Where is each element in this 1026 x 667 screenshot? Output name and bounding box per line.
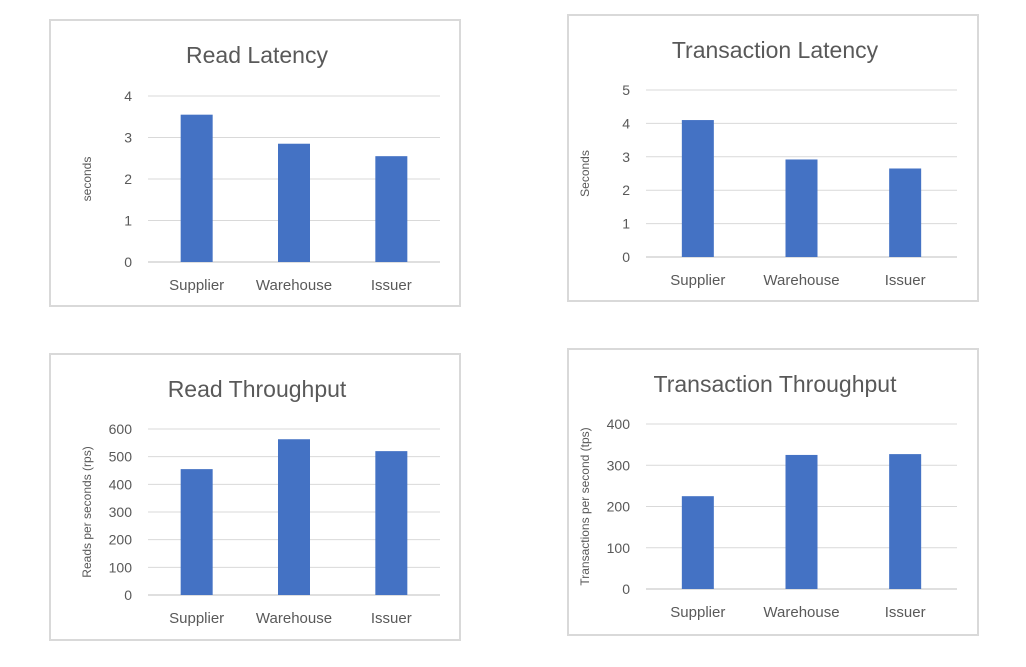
- chart-title: Read Throughput: [168, 376, 347, 402]
- y-tick-label: 100: [607, 540, 631, 556]
- category-label-warehouse: Warehouse: [256, 277, 332, 294]
- y-tick-label: 300: [109, 504, 133, 520]
- category-label-supplier: Supplier: [670, 272, 725, 289]
- y-tick-label: 0: [622, 249, 630, 265]
- bar-supplier: [681, 120, 714, 257]
- read-throughput-chart-svg: Read Throughput 0 100 200 300 400 500 600 Reads …: [80, 376, 440, 627]
- y-tick-label: 300: [607, 457, 631, 473]
- y-tick-label: 2: [622, 182, 630, 198]
- bar-warehouse: [785, 159, 818, 257]
- category-label-issuer: Issuer: [885, 272, 926, 289]
- category-label-warehouse: Warehouse: [256, 610, 332, 627]
- chart-title: Transaction Throughput: [654, 371, 898, 397]
- y-tick-label: 3: [124, 130, 132, 146]
- bar-issuer: [889, 168, 922, 257]
- y-tick-label: 200: [607, 499, 631, 515]
- category-label-supplier: Supplier: [169, 610, 224, 627]
- transaction-latency-chart-svg: Transaction Latency 0 1 2 3 4 5 Seconds Supplier…: [578, 37, 957, 289]
- bar-issuer: [889, 454, 922, 589]
- bar-warehouse: [278, 439, 310, 595]
- y-tick-label: 1: [124, 213, 132, 229]
- y-tick-label: 200: [109, 532, 133, 548]
- category-label-warehouse: Warehouse: [763, 272, 839, 289]
- y-tick-label: 100: [109, 559, 133, 575]
- y-tick-label: 5: [622, 82, 630, 98]
- bar-warehouse: [278, 143, 310, 262]
- transaction-throughput-chart: Transaction Throughput 0 100 200 300 400 Trans…: [567, 348, 979, 636]
- bar-supplier: [180, 469, 213, 595]
- read-latency-chart: Read Latency 0 1 2 3 4 seconds Supplier Warehous…: [49, 19, 461, 307]
- y-tick-label: 0: [124, 254, 132, 270]
- y-axis-label: Seconds: [578, 150, 592, 197]
- y-tick-label: 4: [124, 88, 132, 104]
- transaction-throughput-chart-svg: Transaction Throughput 0 100 200 300 400 Trans…: [578, 371, 957, 621]
- y-axis-label: seconds: [80, 157, 94, 202]
- y-axis-label: Transactions per second (tps): [578, 427, 592, 585]
- category-label-warehouse: Warehouse: [763, 604, 839, 621]
- bar-warehouse: [785, 454, 818, 589]
- y-axis-label: Reads per seconds (rps): [80, 446, 94, 577]
- read-throughput-chart: Read Throughput 0 100 200 300 400 500 600 Reads …: [49, 353, 461, 641]
- bar-supplier: [180, 114, 213, 262]
- y-tick-label: 3: [622, 149, 630, 165]
- y-tick-label: 0: [124, 587, 132, 603]
- y-tick-label: 2: [124, 171, 132, 187]
- y-tick-label: 500: [109, 449, 133, 465]
- chart-title: Transaction Latency: [672, 37, 879, 63]
- bar-issuer: [375, 156, 408, 262]
- category-label-supplier: Supplier: [169, 277, 224, 294]
- category-label-issuer: Issuer: [371, 277, 412, 294]
- transaction-latency-chart: Transaction Latency 0 1 2 3 4 5 Seconds Supplier…: [567, 14, 979, 302]
- y-tick-label: 600: [109, 421, 133, 437]
- bar-issuer: [375, 451, 408, 595]
- category-label-issuer: Issuer: [371, 610, 412, 627]
- category-label-supplier: Supplier: [670, 604, 725, 621]
- y-tick-label: 1: [622, 216, 630, 232]
- chart-title: Read Latency: [186, 42, 328, 68]
- y-tick-label: 400: [109, 476, 133, 492]
- y-tick-label: 4: [622, 115, 630, 131]
- read-latency-chart-svg: Read Latency 0 1 2 3 4 seconds Supplier Warehous…: [80, 42, 440, 294]
- category-label-issuer: Issuer: [885, 604, 926, 621]
- y-tick-label: 0: [622, 581, 630, 597]
- y-tick-label: 400: [607, 416, 631, 432]
- bar-supplier: [681, 496, 714, 589]
